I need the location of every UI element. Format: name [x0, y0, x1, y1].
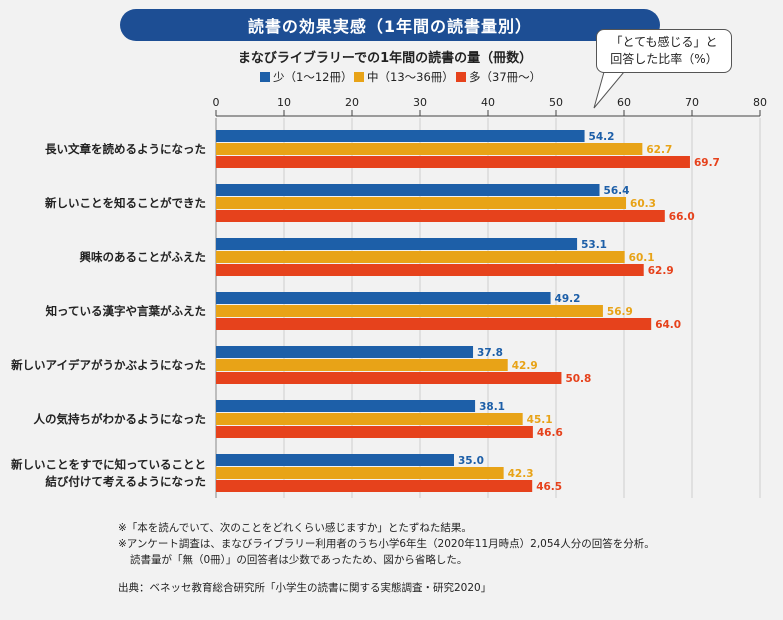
bar-5-0 [216, 400, 476, 412]
footnotes: ※「本を読んでいて、次のことをどれくらい感じますか」とたずねた結果。 ※アンケー… [118, 520, 768, 596]
bar-6-0 [216, 454, 454, 466]
category-label-6-0: 新しいことをすでに知っていることと [11, 458, 206, 472]
bar-0-1 [216, 143, 643, 155]
bar-4-2 [216, 372, 562, 384]
tick-label-40: 40 [481, 96, 495, 109]
data-label-0-2: 69.7 [694, 157, 720, 169]
tick-label-0: 0 [213, 96, 220, 109]
footnote-3: 読書量が「無（0冊）」の回答者は少数であったため、図から省略した。 [130, 554, 468, 566]
chart-title: 読書の効果実感（1年間の読書量別） [247, 17, 533, 36]
source-note: 出典：ベネッセ教育総合研究所「小学生の読書に関する実態調査・研究2020」 [118, 582, 492, 594]
callout-box: 「とても感じる」と 回答した比率（%） [596, 29, 732, 73]
data-label-6-0: 35.0 [458, 455, 484, 467]
x-axis-ticks: 0 10 20 30 40 50 60 70 80 [213, 96, 767, 117]
data-label-3-1: 56.9 [607, 306, 633, 318]
data-label-2-2: 62.9 [648, 265, 674, 277]
data-label-3-2: 64.0 [655, 319, 681, 331]
tick-label-30: 30 [413, 96, 427, 109]
tick-label-80: 80 [753, 96, 767, 109]
data-label-1-1: 60.3 [630, 198, 656, 210]
bar-0-2 [216, 156, 690, 168]
data-label-4-1: 42.9 [512, 360, 538, 372]
bar-4-1 [216, 359, 508, 371]
bar-2-0 [216, 238, 578, 250]
legend-swatch-0 [260, 72, 270, 82]
data-label-1-2: 66.0 [669, 211, 695, 223]
bar-1-1 [216, 197, 627, 209]
tick-label-10: 10 [277, 96, 291, 109]
tick-label-50: 50 [549, 96, 563, 109]
callout-line-1: 「とても感じる」と [610, 35, 718, 49]
bar-6-2 [216, 480, 533, 492]
chart-title-banner: 読書の効果実感（1年間の読書量別） [120, 9, 660, 41]
data-label-6-1: 42.3 [508, 468, 534, 480]
bar-3-0 [216, 292, 551, 304]
bar-5-1 [216, 413, 523, 425]
callout-line-2: 回答した比率（%） [610, 52, 718, 66]
legend-swatch-2 [456, 72, 466, 82]
bar-2-1 [216, 251, 625, 263]
category-label-6-1: 結び付けて考えるようになった [45, 475, 206, 489]
tick-label-70: 70 [685, 96, 699, 109]
data-label-3-0: 49.2 [555, 293, 581, 305]
category-label-3-0: 知っている漢字や言葉がふえた [45, 304, 206, 318]
bar-3-1 [216, 305, 603, 317]
bar-2-2 [216, 264, 644, 276]
category-label-1-0: 新しいことを知ることができた [45, 196, 206, 210]
data-label-4-2: 50.8 [565, 373, 591, 385]
category-labels: 長い文章を読めるようになった新しいことを知ることができた興味のあることがふえた知… [11, 142, 206, 489]
data-label-5-0: 38.1 [479, 401, 505, 413]
bar-1-0 [216, 184, 600, 196]
legend-label-0: 少（1～12冊） [273, 70, 352, 84]
legend-label-2: 多（37冊～） [469, 70, 541, 84]
data-label-1-0: 56.4 [604, 185, 630, 197]
bar-5-2 [216, 426, 533, 438]
legend-swatch-1 [354, 72, 364, 82]
category-label-0-0: 長い文章を読めるようになった [45, 142, 206, 156]
data-label-5-1: 45.1 [527, 414, 553, 426]
data-label-6-2: 46.5 [536, 481, 562, 493]
category-label-4-0: 新しいアイデアがうかぶようになった [11, 358, 206, 372]
data-label-0-1: 62.7 [646, 144, 672, 156]
chart-subtitle: まなびライブラリーでの1年間の読書の量（冊数） [238, 50, 532, 66]
legend-label-1: 中（13～36冊） [367, 70, 454, 84]
category-label-5-0: 人の気持ちがわかるようになった [34, 412, 207, 426]
bar-1-2 [216, 210, 665, 222]
bar-0-0 [216, 130, 585, 142]
data-label-2-1: 60.1 [629, 252, 655, 264]
tick-label-20: 20 [345, 96, 359, 109]
tick-label-60: 60 [617, 96, 631, 109]
footnote-1: ※「本を読んでいて、次のことをどれくらい感じますか」とたずねた結果。 [118, 522, 472, 534]
bars [216, 130, 690, 492]
data-labels: 54.2 62.7 69.7 56.460.3 66.0 53.1 60.162.9 49.2… [458, 131, 720, 493]
data-label-5-2: 46.6 [537, 427, 563, 439]
category-label-2-0: 興味のあることがふえた [80, 250, 207, 264]
data-label-4-0: 37.8 [477, 347, 503, 359]
footnote-2: ※アンケート調査は、まなびライブラリー利用者のうち小学6年生（2020年11月時… [118, 538, 655, 550]
bar-chart: まなびライブラリーでの1年間の読書の量（冊数） 少（1～12冊） 中（13～36冊… [11, 50, 767, 498]
data-label-2-0: 53.1 [581, 239, 607, 251]
legend: 少（1～12冊） 中（13～36冊） 多（37冊～） [260, 70, 541, 84]
bar-4-0 [216, 346, 474, 358]
bar-3-2 [216, 318, 652, 330]
bar-6-1 [216, 467, 504, 479]
data-label-0-0: 54.2 [589, 131, 615, 143]
